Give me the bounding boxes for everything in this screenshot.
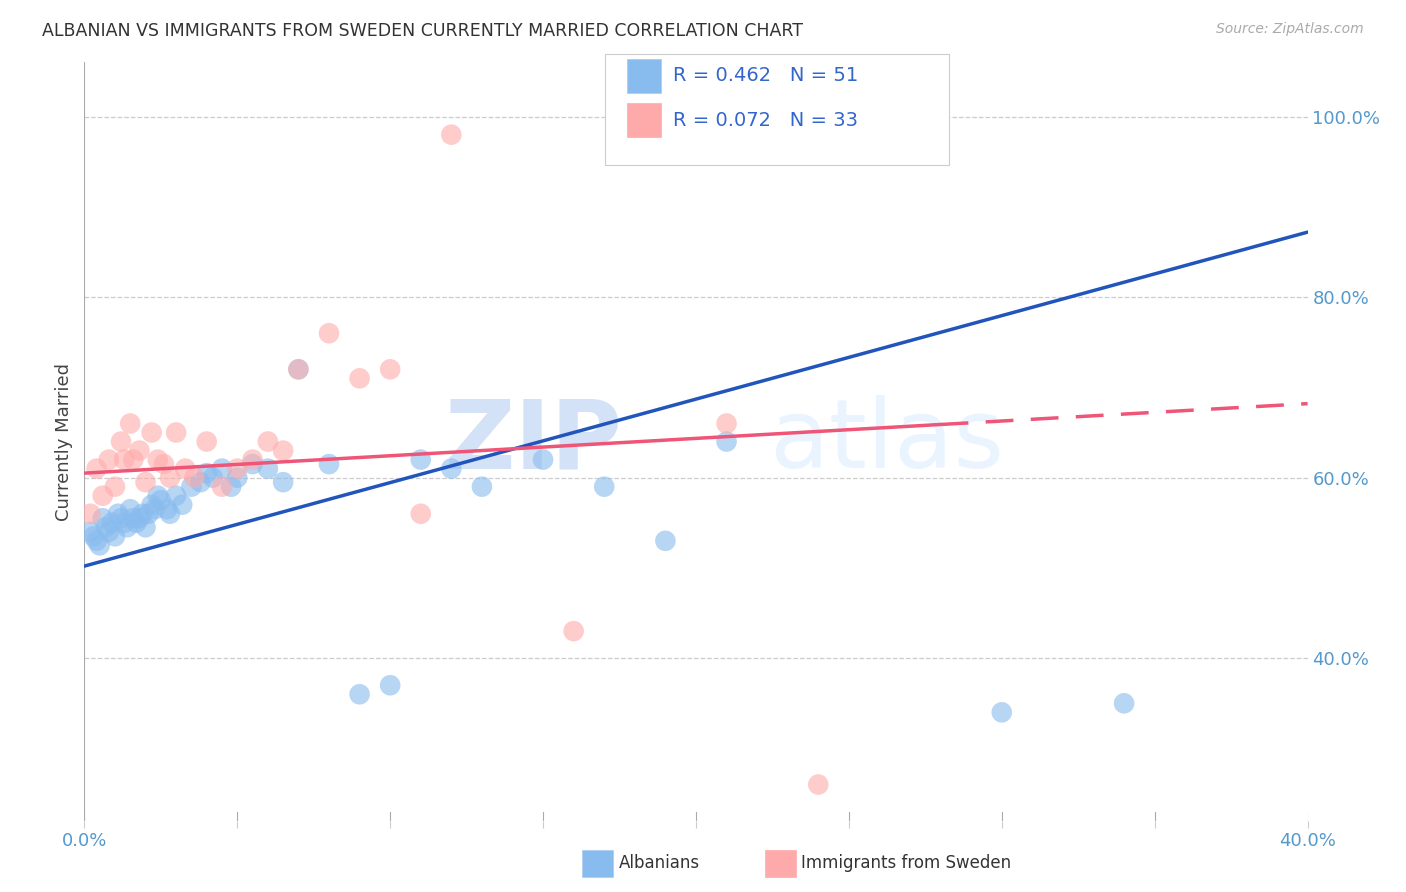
Point — [143, 502, 166, 516]
Point — [156, 502, 179, 516]
Point — [716, 417, 738, 431]
Point — [440, 461, 463, 475]
Point — [380, 678, 402, 692]
Point — [226, 470, 249, 484]
Point — [104, 529, 127, 543]
Text: atlas: atlas — [769, 395, 1004, 488]
Point — [89, 538, 111, 552]
Point — [128, 511, 150, 525]
Point — [101, 516, 124, 530]
Point — [271, 475, 294, 490]
Point — [180, 480, 202, 494]
Point — [440, 128, 463, 142]
Point — [257, 461, 280, 475]
Point — [172, 498, 194, 512]
Point — [128, 443, 150, 458]
Text: Source: ZipAtlas.com: Source: ZipAtlas.com — [1216, 22, 1364, 37]
Point — [97, 452, 120, 467]
Point — [83, 529, 105, 543]
Point — [1114, 696, 1136, 710]
Point — [146, 489, 169, 503]
Point — [654, 533, 676, 548]
Point — [94, 520, 117, 534]
Point — [159, 507, 181, 521]
Point — [380, 362, 402, 376]
Text: R = 0.462   N = 51: R = 0.462 N = 51 — [673, 66, 859, 86]
Point — [409, 507, 432, 521]
Point — [287, 362, 309, 376]
Point — [807, 778, 830, 792]
Point — [86, 533, 108, 548]
Point — [991, 706, 1014, 720]
Point — [131, 507, 153, 521]
Point — [201, 470, 224, 484]
Point — [149, 493, 172, 508]
Point — [165, 425, 187, 440]
Point — [141, 425, 163, 440]
Point — [115, 520, 138, 534]
Point — [471, 480, 494, 494]
Point — [125, 516, 148, 530]
Point — [226, 461, 249, 475]
Text: Albanians: Albanians — [619, 855, 700, 872]
Point — [135, 520, 157, 534]
Point — [110, 511, 132, 525]
Text: R = 0.072   N = 33: R = 0.072 N = 33 — [673, 111, 859, 130]
Point — [257, 434, 280, 449]
Point — [211, 461, 233, 475]
Point — [409, 452, 432, 467]
Point — [195, 434, 218, 449]
Point — [138, 507, 160, 521]
Point — [112, 452, 135, 467]
Point — [122, 511, 145, 525]
Point — [271, 443, 294, 458]
Point — [593, 480, 616, 494]
Text: ZIP: ZIP — [444, 395, 623, 488]
Point — [110, 434, 132, 449]
Point — [318, 326, 340, 341]
Point — [159, 470, 181, 484]
Point — [107, 507, 129, 521]
Point — [153, 457, 176, 471]
Point — [165, 489, 187, 503]
Point — [287, 362, 309, 376]
Y-axis label: Currently Married: Currently Married — [55, 362, 73, 521]
Point — [91, 489, 114, 503]
Point — [86, 461, 108, 475]
Point — [349, 371, 371, 385]
Point — [190, 475, 212, 490]
Point — [195, 466, 218, 480]
Point — [97, 524, 120, 539]
Point — [183, 470, 205, 484]
Point — [79, 507, 101, 521]
Point — [120, 417, 142, 431]
Point — [146, 452, 169, 467]
Point — [79, 524, 101, 539]
Point — [716, 434, 738, 449]
Point — [141, 498, 163, 512]
Point — [104, 480, 127, 494]
Point — [112, 516, 135, 530]
Point — [531, 452, 554, 467]
Point — [242, 452, 264, 467]
Point — [242, 457, 264, 471]
Point — [122, 452, 145, 467]
Point — [562, 624, 585, 639]
Point — [349, 687, 371, 701]
Point — [91, 511, 114, 525]
Text: Immigrants from Sweden: Immigrants from Sweden — [801, 855, 1011, 872]
Point — [318, 457, 340, 471]
Point — [174, 461, 197, 475]
Point — [120, 502, 142, 516]
Point — [219, 480, 242, 494]
Point — [211, 480, 233, 494]
Point — [135, 475, 157, 490]
Text: ALBANIAN VS IMMIGRANTS FROM SWEDEN CURRENTLY MARRIED CORRELATION CHART: ALBANIAN VS IMMIGRANTS FROM SWEDEN CURRE… — [42, 22, 803, 40]
